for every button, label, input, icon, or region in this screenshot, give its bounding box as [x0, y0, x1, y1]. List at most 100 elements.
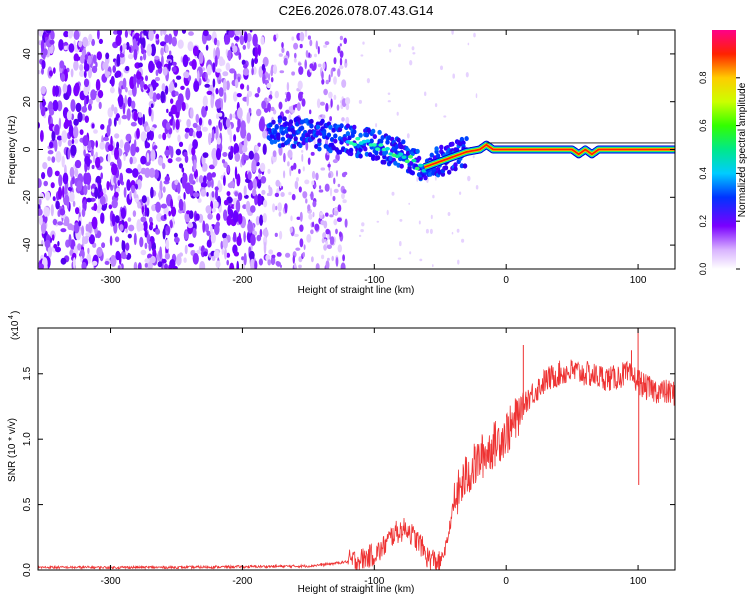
spectrogram-cell	[409, 60, 413, 66]
ridge-cell	[271, 119, 276, 125]
spectrogram-cell	[149, 221, 154, 227]
ridge-cell	[377, 129, 382, 135]
ridge-cell	[333, 138, 338, 144]
spectrogram-cell	[298, 186, 302, 193]
colorbar-tick-label: 0.4	[698, 167, 708, 180]
spectrogram-cell	[50, 204, 54, 217]
spectrogram-cell	[136, 71, 142, 80]
spectrogram-cell	[268, 186, 273, 197]
spectrogram-cell	[177, 134, 181, 143]
spectrogram-cell	[246, 32, 252, 43]
spectrogram-cell	[106, 124, 111, 137]
spectrogram-cell	[337, 244, 342, 253]
x-tick-label: 0	[503, 275, 509, 286]
spectrogram-cell	[91, 188, 95, 193]
spectrogram-cell	[45, 30, 52, 34]
colorbar-ticks: 0.0 0.2 0.4 0.6 0.8	[698, 72, 740, 275]
spectrogram-cell	[98, 38, 103, 45]
y-tick-label: -20	[22, 190, 33, 205]
ridge-cell	[375, 155, 381, 161]
spectrogram-cell	[247, 171, 252, 180]
spectrogram-cell	[303, 244, 306, 251]
spectrogram-cell	[131, 184, 135, 194]
spectrogram-cell	[93, 129, 98, 134]
spectrogram-cell	[99, 195, 106, 206]
spectrogram-cell	[200, 182, 208, 188]
spectrogram-cell	[247, 221, 254, 234]
spectrogram-cell	[399, 241, 402, 247]
spectrogram-cell	[284, 98, 288, 103]
spectrogram-cell	[416, 176, 419, 182]
spectrogram-cells	[38, 30, 479, 269]
spectrogram-cell	[114, 236, 120, 243]
spectrogram-cell	[205, 44, 209, 51]
spectrogram-cell	[156, 212, 163, 222]
spectrogram-cell	[63, 45, 68, 51]
spectrogram-cell	[49, 70, 53, 77]
spectrogram-cell	[256, 234, 262, 242]
spectrogram-cell	[224, 34, 231, 45]
ridge-cell	[298, 143, 303, 149]
spectrogram-cell	[216, 213, 221, 221]
spectrogram-cell	[125, 65, 130, 72]
spectrogram-cell	[117, 265, 121, 269]
spectrogram-cell	[113, 30, 118, 35]
spectrogram-cell	[104, 260, 110, 265]
spectrogram-cell	[173, 30, 179, 37]
snr-panel: -300 -200 -100 0 100 0.0 0.5 1.0 1.5 Height of …	[7, 311, 676, 595]
spectrogram-cell	[126, 41, 130, 51]
spectrogram-cell	[158, 189, 162, 201]
spectrogram-cell	[62, 185, 65, 199]
spectrogram-cell	[298, 264, 302, 269]
spectrogram-cell	[317, 46, 320, 55]
ridge-cell	[461, 140, 466, 146]
spectrogram-cell	[301, 98, 306, 107]
spectrogram-cell	[102, 136, 109, 142]
spectrogram-cell	[158, 134, 162, 139]
spectrogram-cell	[205, 205, 212, 214]
spectrogram-cell	[360, 229, 364, 233]
spectrogram-cell	[290, 165, 294, 171]
spectrogram-cell	[133, 261, 138, 269]
spectrogram-cell	[202, 72, 206, 79]
spectrogram-cell	[250, 205, 256, 213]
spectrogram-cell	[73, 245, 79, 256]
x-tick-label: -100	[364, 275, 384, 286]
spectrogram-cell	[215, 125, 219, 138]
spectrogram-cell	[312, 211, 315, 218]
spectrogram-cell	[434, 103, 438, 108]
spectrogram-cell	[128, 30, 132, 35]
spectrogram-cell	[229, 262, 235, 269]
spectrogram-cell	[215, 188, 218, 201]
spectrogram-cell	[345, 103, 350, 111]
spectrogram-cell	[67, 139, 72, 147]
spectrogram-cell	[306, 234, 312, 243]
spectrogram-cell	[111, 213, 116, 227]
spectrogram-cell	[297, 62, 302, 66]
spectrogram-cell	[221, 159, 226, 164]
spectrogram-cell	[325, 102, 329, 112]
spectrogram-cell	[236, 93, 242, 98]
spectrogram-cell	[81, 208, 86, 218]
spectrogram-cell	[461, 238, 465, 243]
spectrogram-cell	[137, 262, 142, 269]
ridge-cell	[352, 129, 357, 135]
spectrogram-cell	[321, 254, 325, 260]
ridge-cell	[369, 138, 374, 144]
spectrogram-cell	[251, 67, 254, 76]
spectrogram-cell	[113, 191, 119, 198]
spectrogram-cell	[115, 187, 121, 193]
spectrogram-cell	[73, 222, 80, 234]
spectrogram-cell	[99, 191, 104, 197]
spectrogram-cell	[313, 141, 317, 145]
spectrogram-cell	[183, 257, 187, 264]
ridge-cell	[409, 160, 414, 166]
spectrogram-cell	[121, 239, 125, 251]
spectrogram-cell	[333, 177, 336, 185]
spectrogram-cell	[213, 250, 220, 259]
spectrogram-cell	[170, 206, 177, 217]
ridge-cell	[317, 138, 322, 144]
spectrogram-cell	[82, 36, 89, 48]
spectrogram-cell	[83, 78, 90, 88]
spectrogram-cell	[64, 184, 68, 195]
